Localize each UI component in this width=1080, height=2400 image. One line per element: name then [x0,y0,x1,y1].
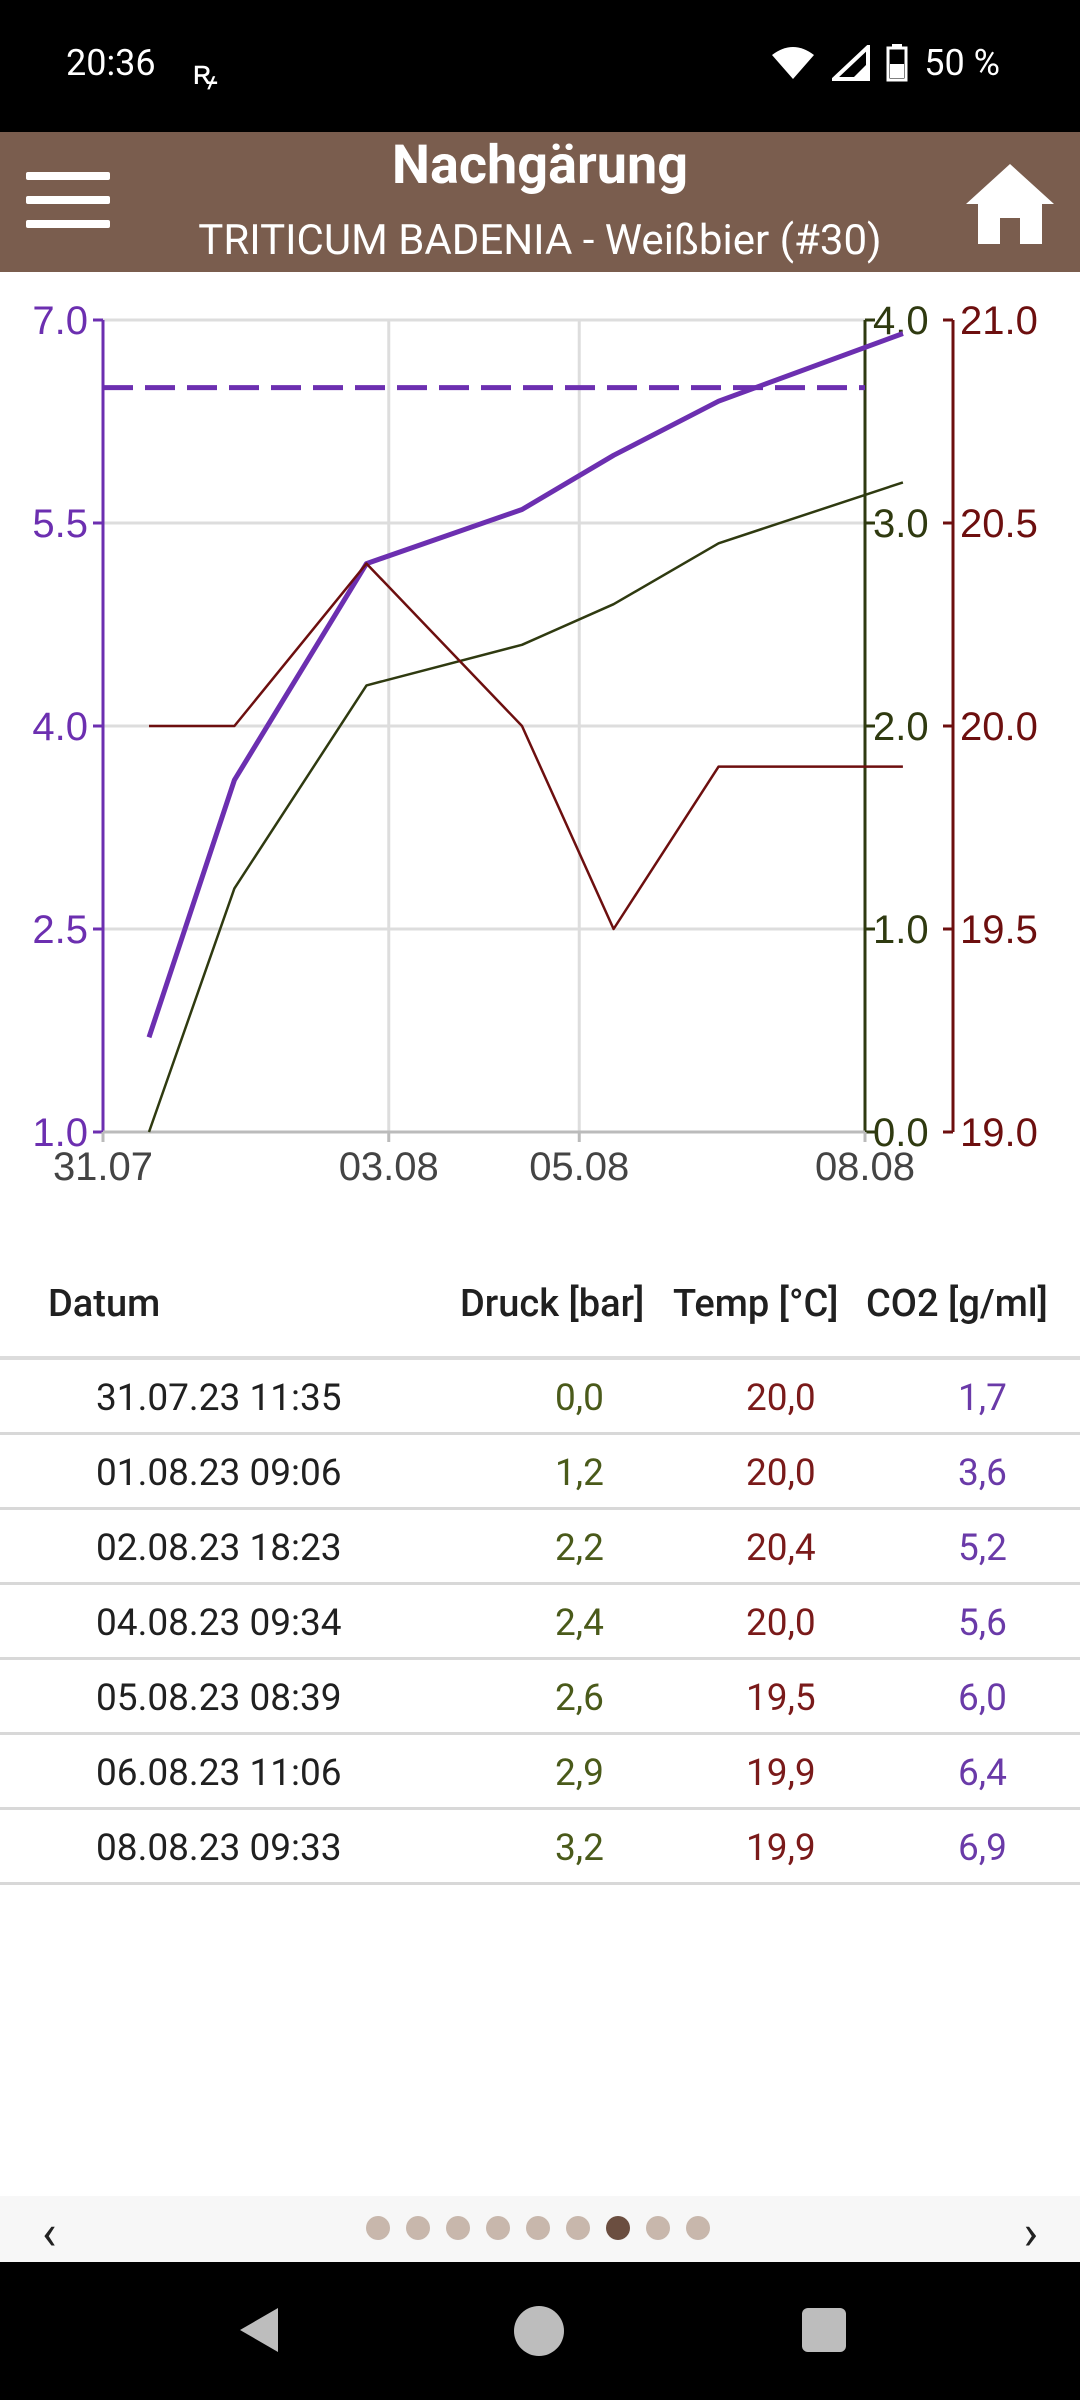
fermentation-chart: 1.02.54.05.57.00.01.02.03.04.019.019.520… [32,299,1038,1189]
table-row[interactable]: 31.07.23 11:35 0,0 20,0 1,7 [0,1360,1080,1435]
table-row[interactable]: 02.08.23 18:23 2,2 20,4 5,2 [0,1510,1080,1585]
right-axis-2-tick-label: 21.0 [960,299,1038,343]
system-nav-bar [0,2262,1080,2400]
cell-druck: 1,2 [555,1452,604,1495]
cell-druck: 2,4 [555,1602,604,1645]
page-dot[interactable] [366,2216,390,2240]
header-date: Datum [48,1282,161,1326]
cell-temp: 19,9 [746,1752,816,1795]
menu-button[interactable] [26,172,110,238]
cell-co2: 5,6 [958,1602,1007,1645]
left-axis-tick-label: 4.0 [32,705,88,749]
page-dot[interactable] [646,2216,670,2240]
right-axis-2-tick-label: 20.0 [960,705,1038,749]
x-tick-label: 03.08 [339,1145,439,1189]
home-circle-icon[interactable] [512,2304,566,2358]
home-icon[interactable] [964,158,1056,250]
cell-temp: 19,9 [746,1827,816,1870]
header-co2: CO2 [g/ml] [866,1282,1048,1326]
table-body: 31.07.23 11:35 0,0 20,0 1,7 01.08.23 09:… [0,1360,1080,1885]
page-dot[interactable] [526,2216,550,2240]
cell-date: 02.08.23 18:23 [96,1527,342,1570]
data-table: Datum Druck [bar] Temp [°C] CO2 [g/ml] 3… [0,1230,1080,1885]
link-icon: ꝶ [192,53,218,93]
left-axis-tick-label: 2.5 [32,908,88,952]
cell-druck: 2,6 [555,1677,604,1720]
right-axis-1-tick-label: 3.0 [873,502,929,546]
cell-druck: 0,0 [555,1377,604,1420]
cell-druck: 2,2 [555,1527,604,1570]
right-axis-1-tick-label: 1.0 [873,908,929,952]
chevron-left-icon[interactable]: ‹ [42,2204,57,2261]
page-dot[interactable] [566,2216,590,2240]
recents-icon[interactable] [800,2306,848,2354]
cell-temp: 20,0 [746,1452,816,1495]
cell-co2: 3,6 [958,1452,1007,1495]
page-dot[interactable] [486,2216,510,2240]
status-time: 20:36 [66,42,156,84]
status-right: 50 % [770,42,1000,84]
right-axis-1-tick-label: 0.0 [873,1111,929,1155]
series-line-temp [149,562,903,931]
page-dot[interactable] [446,2216,470,2240]
right-axis-1-tick-label: 2.0 [873,705,929,749]
cell-druck: 2,9 [555,1752,604,1795]
cell-date: 01.08.23 09:06 [96,1452,342,1495]
app-bar: Nachgärung TRITICUM BADENIA - Weißbier (… [0,132,1080,272]
cell-date: 31.07.23 11:35 [96,1377,342,1420]
chart: 1.0 2.5 4.0 5.5 7.0 0.0 1.0 2.0 3.0 4.0 19.0 19.5 20… [0,272,1080,1232]
table-row[interactable]: 06.08.23 11:06 2,9 19,9 6,4 [0,1735,1080,1810]
battery-percent: 50 % [924,42,1000,84]
cell-date: 08.08.23 09:33 [96,1827,342,1870]
table-row[interactable]: 05.08.23 08:39 2,6 19,5 6,0 [0,1660,1080,1735]
cell-temp: 19,5 [746,1677,816,1720]
signal-icon [832,45,871,81]
page-dot[interactable] [686,2216,710,2240]
cell-temp: 20,0 [746,1602,816,1645]
right-axis-2-tick-label: 20.5 [960,502,1038,546]
x-tick-label: 31.07 [53,1145,153,1189]
x-tick-label: 08.08 [815,1145,915,1189]
cell-temp: 20,4 [746,1527,816,1570]
cell-temp: 20,0 [746,1377,816,1420]
page-indicator [366,2216,710,2240]
cell-date: 04.08.23 09:34 [96,1602,342,1645]
table-header: Datum Druck [bar] Temp [°C] CO2 [g/ml] [0,1230,1080,1360]
header-temp: Temp [°C] [673,1282,839,1326]
back-icon[interactable] [232,2302,288,2358]
series-line-co2 [146,331,904,1039]
cell-co2: 1,7 [958,1377,1007,1420]
left-axis-tick-label: 7.0 [32,299,88,343]
right-axis-2-tick-label: 19.5 [960,908,1038,952]
table-row[interactable]: 01.08.23 09:06 1,2 20,0 3,6 [0,1435,1080,1510]
battery-icon [886,44,908,82]
cell-date: 05.08.23 08:39 [96,1677,342,1720]
right-axis-2-tick-label: 19.0 [960,1111,1038,1155]
cell-co2: 6,4 [958,1752,1007,1795]
menu-icon [26,172,110,180]
cell-co2: 6,9 [958,1827,1007,1870]
cell-co2: 5,2 [958,1527,1007,1570]
series-line-druck [147,481,904,1133]
left-axis-tick-label: 1.0 [32,1111,88,1155]
page-title: Nachgärung [391,134,689,197]
wifi-icon [772,47,815,79]
page-dot[interactable] [406,2216,430,2240]
chevron-right-icon[interactable]: › [1023,2204,1038,2261]
x-tick-label: 05.08 [529,1145,629,1189]
cell-date: 06.08.23 11:06 [96,1752,342,1795]
page-subtitle: TRITICUM BADENIA - Weißbier (#30) [198,216,882,265]
cell-co2: 6,0 [958,1677,1007,1720]
page-dot[interactable] [606,2216,630,2240]
table-row[interactable]: 08.08.23 09:33 3,2 19,9 6,9 [0,1810,1080,1885]
table-row[interactable]: 04.08.23 09:34 2,4 20,0 5,6 [0,1585,1080,1660]
status-bar: 20:36 ꝶ 50 % [0,0,1080,132]
cell-druck: 3,2 [555,1827,604,1870]
header-druck: Druck [bar] [460,1282,645,1326]
left-axis-tick-label: 5.5 [32,502,88,546]
pager: ‹ › [0,2196,1080,2262]
